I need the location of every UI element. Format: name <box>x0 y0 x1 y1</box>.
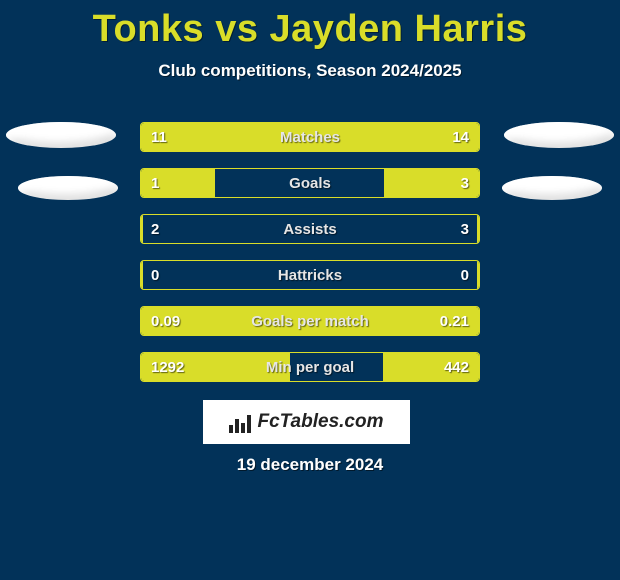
stat-label: Goals <box>141 169 479 198</box>
branding-badge: FcTables.com <box>203 400 410 444</box>
stat-row: Goals1 3 <box>140 168 480 198</box>
stat-label: Hattricks <box>141 261 479 290</box>
stat-value-right: 442 <box>444 353 469 382</box>
stat-value-right: 3 <box>461 169 469 198</box>
stat-value-right: 14 <box>452 123 469 152</box>
stat-value-right: 0 <box>461 261 469 290</box>
player-left-avatar-top <box>6 122 116 148</box>
brand-name: FcTables.com <box>257 411 383 433</box>
page-title: Tonks vs Jayden Harris <box>0 0 620 51</box>
stat-value-left: 0 <box>151 261 159 290</box>
stat-value-right: 0.21 <box>440 307 469 336</box>
stat-label: Goals per match <box>141 307 479 336</box>
stat-label: Matches <box>141 123 479 152</box>
stat-row: Min per goal1292 442 <box>140 352 480 382</box>
player-right-avatar-bottom <box>502 176 602 200</box>
stats-container: Matches1114Goals13Assists23Hattricks00Go… <box>140 122 480 398</box>
player-left-avatar-bottom <box>18 176 118 200</box>
stat-value-left: 0.09 <box>151 307 180 336</box>
player-right-avatar-top <box>504 122 614 148</box>
stat-row: Hattricks0 0 <box>140 260 480 290</box>
stat-row: Assists2 3 <box>140 214 480 244</box>
snapshot-date: 19 december 2024 <box>0 455 620 475</box>
stat-value-left: 2 <box>151 215 159 244</box>
bars-icon <box>229 411 251 433</box>
stat-label: Min per goal <box>141 353 479 382</box>
stat-label: Assists <box>141 215 479 244</box>
subtitle: Club competitions, Season 2024/2025 <box>0 61 620 81</box>
stat-row: Matches11 14 <box>140 122 480 152</box>
stat-value-right: 3 <box>461 215 469 244</box>
stat-value-left: 1292 <box>151 353 184 382</box>
stat-row: Goals per match0.09 0.21 <box>140 306 480 336</box>
stat-value-left: 1 <box>151 169 159 198</box>
stat-value-left: 11 <box>151 123 167 152</box>
